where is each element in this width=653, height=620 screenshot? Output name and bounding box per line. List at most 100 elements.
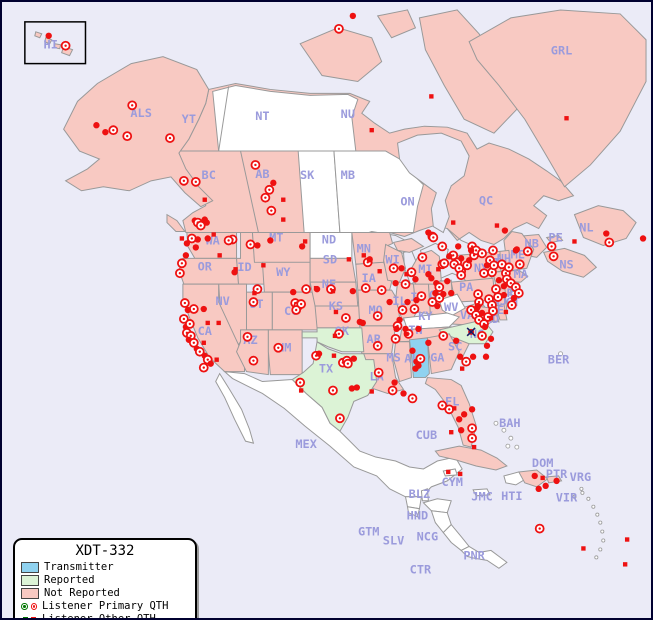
region-label-GA: GA (430, 351, 444, 365)
listener-marker-primary-dot (199, 224, 202, 227)
region-label-SD: SD (323, 252, 337, 266)
region-DE (495, 303, 508, 321)
listener-marker-primary-dot (376, 314, 379, 318)
listener-marker-filled (469, 353, 477, 360)
tiny-island-1 (501, 427, 507, 433)
listener-marker-filled (315, 350, 323, 357)
reported-swatch (21, 575, 39, 586)
listener-marker-filled (468, 406, 476, 413)
region-ALS (63, 56, 214, 208)
listener-marker-primary-dot (517, 291, 521, 295)
listener-marker-primary-dot (338, 417, 342, 420)
region-NL (573, 205, 637, 246)
listener-marker-primary-dot (394, 337, 397, 341)
legend-row-transmitter: Transmitter (21, 561, 189, 574)
listener-marker-filled (182, 252, 190, 259)
listener-marker-primary-dot (465, 264, 469, 267)
listener-marker-filled (102, 128, 109, 136)
listener-marker-filled (412, 365, 419, 372)
region-label-NT: NT (255, 109, 269, 123)
listener-marker-primary-dot (126, 134, 129, 138)
tiny-island-14 (558, 351, 563, 357)
listener-marker-primary-dot (442, 334, 445, 338)
listener-marker-primary-dot (490, 303, 494, 307)
listener-marker-primary-dot (411, 397, 414, 400)
region-label-MEX: MEX (295, 437, 317, 451)
listener-marker-primary-dot (470, 436, 474, 440)
region-OK (301, 327, 365, 353)
listener-marker-square (446, 469, 451, 475)
listener-marker-primary-dot (168, 136, 172, 140)
region-label-HI: HI (44, 38, 58, 52)
listener-marker-square (331, 353, 337, 358)
listener-marker-square (404, 272, 409, 277)
listener-marker-primary-dot (438, 285, 441, 289)
region-label-HTI: HTI (501, 489, 523, 503)
listener-marker-square (459, 366, 465, 371)
listener-marker-filled (386, 298, 393, 306)
listener-marker-primary-dot (441, 404, 444, 407)
listener-marker-filled (412, 276, 419, 283)
listener-marker-square (298, 388, 304, 393)
listener-marker-primary-dot (477, 300, 481, 304)
listener-marker-square (369, 127, 374, 133)
listener-marker-square (494, 223, 500, 228)
listener-marker-primary-dot (246, 335, 249, 339)
region-label-NV: NV (215, 294, 229, 308)
listener-marker-primary-dot (507, 266, 511, 269)
listener-marker-primary-dot (190, 237, 194, 240)
listener-marker-filled (510, 294, 518, 302)
listener-marker-filled (444, 278, 451, 285)
hudson-bay (397, 132, 470, 234)
province-border-0 (218, 86, 230, 152)
region-label-CUB: CUB (416, 428, 438, 442)
region-label-MB: MB (341, 168, 355, 182)
listener-marker-primary-dot (192, 341, 196, 344)
region-label-MN: MN (357, 241, 371, 255)
listener-marker-primary-dot (277, 346, 280, 349)
listener-marker-filled (446, 253, 453, 260)
legend-label-reported: Reported (44, 574, 95, 586)
listener-marker-filled (456, 416, 463, 423)
other-qth-glyphs (21, 617, 37, 618)
listener-marker-filled (542, 482, 549, 490)
listener-marker-primary-dot (441, 245, 444, 248)
arctic-island-2 (376, 9, 417, 39)
listener-marker-square (581, 546, 586, 551)
listener-marker-filled (93, 122, 100, 129)
listener-marker-primary-dot (331, 389, 335, 392)
listener-marker-primary-dot (480, 334, 484, 338)
listener-marker-square (622, 562, 628, 567)
island-white-0 (215, 372, 255, 444)
listener-marker-filled (487, 335, 495, 342)
listener-marker-primary-dot (413, 307, 416, 311)
listener-marker-primary-dot (182, 179, 186, 183)
province-border-2 (240, 150, 259, 233)
region-label-NCG: NCG (417, 530, 439, 544)
listener-marker-filled (231, 269, 238, 276)
region-label-SK: SK (300, 168, 315, 182)
listener-marker-primary-dot (448, 408, 451, 411)
region-MS (393, 341, 412, 383)
listener-marker-square (449, 430, 454, 435)
listener-marker-primary-dot (474, 249, 478, 252)
listener-marker-square (540, 475, 545, 481)
region-SK (297, 150, 341, 233)
listener-marker-primary-dot (337, 27, 341, 31)
other-qth-green-square-icon (22, 617, 28, 618)
listener-marker-primary-dot (486, 315, 490, 319)
listener-marker-filled (434, 302, 441, 310)
listener-marker-filled (465, 257, 473, 264)
listener-marker-filled (448, 289, 455, 297)
listener-marker-primary-dot (514, 285, 518, 289)
region-NT (212, 84, 359, 152)
listener-marker-primary-dot (476, 292, 480, 296)
region-label-WY: WY (276, 265, 291, 279)
listener-marker-primary-dot (491, 309, 495, 313)
legend-row-reported: Reported (21, 574, 189, 587)
listener-marker-filled (184, 306, 192, 314)
listener-marker-filled (391, 379, 398, 386)
region-label-WI: WI (385, 252, 399, 266)
